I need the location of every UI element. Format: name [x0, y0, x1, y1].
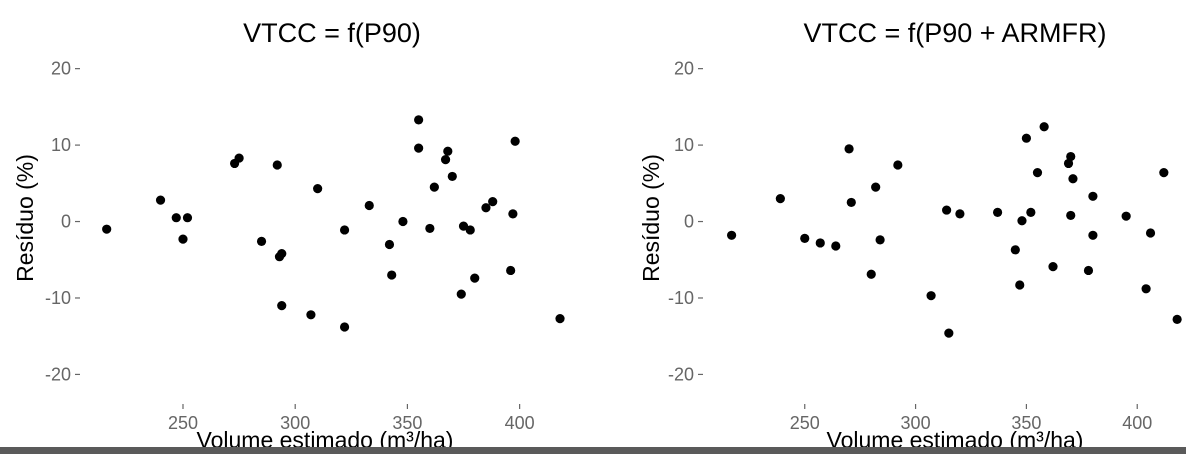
x-tick-label-left: 300 — [280, 413, 310, 433]
chart-panel-right: VTCC = f(P90 + ARMFR) Resíduo (%) Volume… — [638, 18, 1182, 453]
y-axis-label-left: Resíduo (%) — [12, 154, 38, 282]
data-point-right — [992, 207, 1003, 217]
data-point-right — [1015, 280, 1025, 290]
y-tick-label-left: 20 — [51, 59, 71, 79]
data-point-right — [726, 230, 737, 240]
y-axis-label-right: Resíduo (%) — [638, 154, 664, 282]
data-point-left — [272, 160, 282, 170]
data-point-left — [178, 234, 188, 244]
data-point-right — [1068, 174, 1078, 184]
x-tick-label-right: 300 — [901, 413, 931, 433]
bottom-bar — [0, 447, 1186, 454]
data-point-right — [955, 209, 965, 219]
y-tick-label-right: 10 — [674, 135, 694, 155]
data-point-right — [875, 235, 885, 245]
data-point-left — [465, 225, 475, 235]
data-point-right — [1021, 133, 1032, 143]
data-point-right — [926, 291, 936, 301]
data-point-left — [425, 223, 435, 234]
data-point-left — [508, 209, 518, 219]
y-tick-label-left: 10 — [51, 135, 71, 155]
data-point-right — [815, 238, 825, 248]
x-tick-label-right: 400 — [1122, 413, 1152, 433]
data-point-right — [1121, 211, 1131, 221]
y-tick-label-right: -10 — [668, 288, 694, 308]
x-tick-label-left: 350 — [392, 413, 422, 433]
data-point-left — [387, 270, 397, 280]
data-point-right — [1159, 168, 1169, 178]
data-point-left — [414, 115, 424, 125]
data-point-left — [510, 136, 520, 146]
data-point-right — [1017, 216, 1027, 226]
data-point-right — [1145, 228, 1156, 238]
y-tick-label-right: -20 — [668, 364, 694, 384]
x-tick-label-left: 400 — [505, 413, 535, 433]
data-point-left — [506, 265, 516, 276]
y-tick-label-right: 0 — [684, 212, 694, 232]
data-point-left — [256, 236, 267, 247]
data-point-left — [447, 171, 457, 182]
data-point-left — [458, 221, 469, 231]
data-point-left — [339, 225, 350, 235]
data-point-right — [1088, 191, 1098, 201]
data-point-right — [1141, 284, 1151, 294]
chart-title-left: VTCC = f(P90) — [243, 18, 421, 48]
x-tick-label-right: 250 — [790, 413, 820, 433]
data-point-right — [844, 144, 854, 154]
data-point-left — [364, 200, 374, 211]
y-tick-label-right: 20 — [674, 59, 694, 79]
chart-panel-left: VTCC = f(P90) Resíduo (%) Volume estimad… — [12, 18, 565, 453]
y-tick-label-left: -10 — [45, 288, 71, 308]
data-point-left — [182, 213, 193, 223]
data-point-right — [846, 197, 856, 208]
data-point-left — [306, 310, 316, 320]
y-tick-label-left: 0 — [61, 212, 71, 232]
data-point-left — [555, 314, 565, 324]
x-tick-label-right: 350 — [1011, 413, 1041, 433]
data-point-right — [944, 328, 954, 338]
data-point-left — [155, 195, 166, 205]
data-point-left — [384, 239, 395, 250]
data-point-right — [1066, 210, 1076, 221]
data-point-left — [456, 289, 466, 299]
data-point-left — [234, 153, 244, 163]
data-point-left — [440, 155, 451, 165]
data-point-left — [102, 224, 112, 234]
data-point-left — [277, 301, 287, 311]
data-point-right — [1066, 151, 1076, 162]
data-point-left — [481, 203, 491, 213]
data-point-left — [398, 216, 408, 227]
data-point-right — [1172, 314, 1182, 324]
data-point-right — [1032, 168, 1043, 178]
x-tick-label-left: 250 — [168, 413, 198, 433]
data-point-right — [831, 241, 841, 251]
data-point-left — [488, 197, 498, 207]
data-point-right — [1010, 245, 1020, 255]
data-point-left — [339, 322, 350, 332]
data-point-right — [866, 269, 876, 279]
data-point-left — [171, 213, 181, 223]
data-point-right — [1083, 265, 1094, 276]
y-tick-label-left: -20 — [45, 364, 71, 384]
data-point-left — [414, 143, 424, 153]
data-point-left — [277, 249, 287, 259]
data-point-left — [443, 146, 453, 156]
data-point-right — [942, 205, 952, 215]
data-point-right — [1048, 262, 1058, 272]
data-point-right — [1039, 122, 1049, 132]
data-point-right — [871, 182, 881, 192]
data-point-right — [1088, 230, 1098, 240]
chart-title-right: VTCC = f(P90 + ARMFR) — [803, 18, 1106, 48]
data-point-right — [893, 160, 903, 170]
data-point-right — [1026, 207, 1036, 217]
data-point-left — [470, 273, 480, 283]
data-point-left — [313, 184, 323, 194]
data-point-right — [800, 233, 810, 243]
data-point-left — [429, 182, 439, 192]
data-point-right — [775, 194, 785, 204]
